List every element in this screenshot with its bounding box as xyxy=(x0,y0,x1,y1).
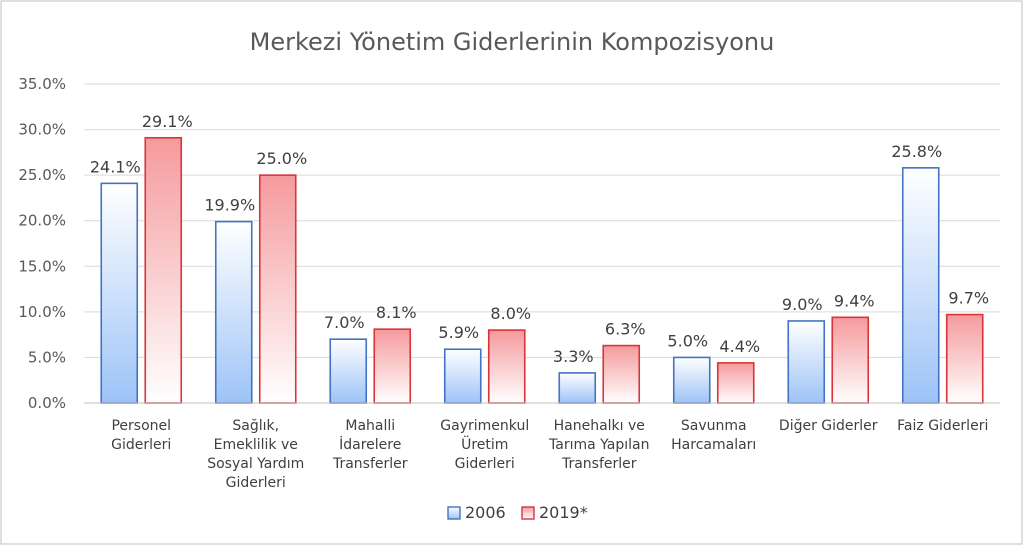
bar-series2 xyxy=(258,174,297,404)
bar-series1 xyxy=(901,167,940,404)
y-tick-label: 10.0% xyxy=(18,303,66,321)
y-tick-label: 35.0% xyxy=(18,75,66,93)
bar-series1 xyxy=(214,220,253,404)
bar-series1 xyxy=(443,348,482,404)
legend-label: 2006 xyxy=(465,503,506,522)
category-label: Personel Giderleri xyxy=(111,418,171,453)
data-label: 19.9% xyxy=(204,196,255,215)
y-tick-label: 30.0% xyxy=(18,121,66,139)
category-label: Diğer Giderler xyxy=(779,418,878,434)
data-label: 25.8% xyxy=(891,142,942,161)
data-labels: 24.1% 29.1% 19.9% 25.0% 7.0% 8.1% 5.9% 8.0% 3.3%… xyxy=(90,112,989,366)
y-tick-label: 20.0% xyxy=(18,212,66,230)
y-tick-label: 25.0% xyxy=(18,166,66,184)
y-tick-label: 0.0% xyxy=(28,394,66,412)
data-label: 7.0% xyxy=(324,313,365,332)
chart-title: Merkezi Yönetim Giderlerinin Kompozisyon… xyxy=(250,28,775,56)
data-label: 9.4% xyxy=(834,291,875,310)
y-tick-label: 15.0% xyxy=(18,257,66,275)
bar-series2 xyxy=(602,344,641,404)
legend-swatch xyxy=(447,506,461,520)
bar-series2 xyxy=(144,136,183,404)
bar-series1 xyxy=(672,356,711,404)
data-label: 4.4% xyxy=(719,337,760,356)
data-label: 25.0% xyxy=(256,149,307,168)
x-axis-categories: Personel Giderleri Sağlık, Emeklilik ve Sosy… xyxy=(111,418,988,491)
legend-label: 2019* xyxy=(539,503,588,522)
y-tick-label: 5.0% xyxy=(28,348,66,366)
data-label: 9.7% xyxy=(948,289,989,308)
bar-series1 xyxy=(558,372,597,404)
category-label: Sağlık, Emeklilik ve Sosyal Yardım Giderler… xyxy=(207,418,304,491)
data-label: 24.1% xyxy=(90,157,141,176)
category-label: Savunma Harcamaları xyxy=(671,418,756,453)
data-label: 6.3% xyxy=(605,320,646,339)
data-label: 5.9% xyxy=(438,323,479,342)
data-label: 8.0% xyxy=(490,304,531,323)
data-label: 29.1% xyxy=(142,112,193,131)
bar-series1 xyxy=(100,182,139,404)
y-axis-ticks: 0.0% 5.0% 10.0% 15.0% 20.0% 25.0% 30.0% 35.0% xyxy=(18,75,66,412)
bar-series2 xyxy=(831,316,870,404)
bar-series2 xyxy=(487,329,526,404)
bar-series1 xyxy=(329,338,368,404)
category-label: Gayrimenkul Üretim Giderleri xyxy=(440,418,529,472)
bar-series2 xyxy=(945,313,984,404)
bar-series2 xyxy=(716,362,755,404)
legend: 2006 2019* xyxy=(447,503,588,522)
category-label: Mahalli İdarelere Transferler xyxy=(332,418,408,472)
data-label: 8.1% xyxy=(376,303,417,322)
bar-series2 xyxy=(373,328,412,404)
category-label: Faiz Giderleri xyxy=(897,418,988,434)
data-label: 5.0% xyxy=(667,331,708,350)
data-label: 9.0% xyxy=(782,295,823,314)
bars xyxy=(100,136,984,404)
legend-swatch xyxy=(521,506,535,520)
data-label: 3.3% xyxy=(553,347,594,366)
bar-series1 xyxy=(787,320,826,404)
category-label: Hanehalkı ve Tarıma Yapılan Transferler xyxy=(548,418,649,472)
